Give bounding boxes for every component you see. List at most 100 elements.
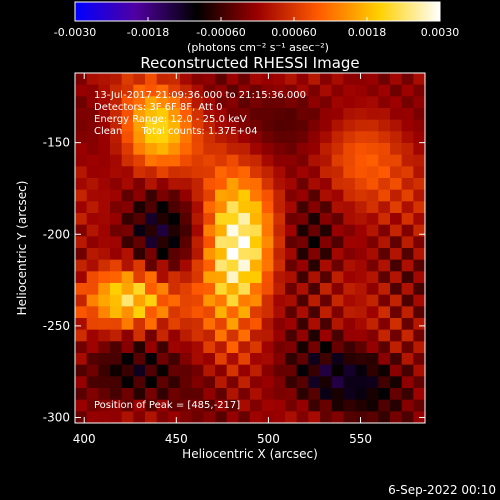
heatmap-cell: [226, 294, 239, 307]
heatmap-cell: [250, 341, 263, 354]
heatmap-cell: [191, 294, 204, 307]
heatmap-cell: [168, 353, 181, 366]
heatmap-cell: [296, 259, 309, 272]
heatmap-cell: [180, 376, 193, 389]
heatmap-cell: [75, 154, 88, 167]
x-axis: 400 450 500 550: [73, 73, 372, 446]
heatmap-cell: [413, 306, 426, 319]
heatmap-cell: [180, 341, 193, 354]
heatmap-cell: [320, 84, 333, 97]
heatmap-cell: [355, 318, 368, 331]
heatmap-cell: [238, 376, 251, 389]
heatmap-cell: [250, 166, 263, 179]
heatmap-cell: [401, 119, 414, 132]
heatmap-cell: [133, 353, 146, 366]
heatmap-cell: [145, 411, 158, 424]
heatmap-cell: [156, 178, 169, 191]
heatmap-cell: [366, 178, 379, 191]
heatmap-cell: [121, 213, 134, 226]
heatmap-cell: [285, 213, 298, 226]
heatmap-cell: [98, 119, 111, 132]
heatmap-cell: [413, 236, 426, 249]
heatmap-cell: [355, 108, 368, 121]
heatmap-cell: [320, 399, 333, 412]
colorbar-tick-label: -0.00060: [196, 26, 245, 39]
heatmap-cell: [296, 213, 309, 226]
heatmap-cell: [215, 224, 228, 237]
heatmap-cell: [203, 283, 216, 296]
heatmap-cell: [366, 341, 379, 354]
heatmap-cell: [145, 353, 158, 366]
heatmap-cell: [191, 376, 204, 389]
heatmap-cell: [98, 271, 111, 284]
heatmap-cell: [180, 166, 193, 179]
heatmap-cell: [378, 388, 391, 401]
heatmap-cell: [238, 236, 251, 249]
heatmap-cell: [343, 411, 356, 424]
heatmap-cell: [191, 108, 204, 121]
heatmap-cell: [238, 341, 251, 354]
heatmap-cell: [156, 259, 169, 272]
heatmap-cell: [121, 411, 134, 424]
heatmap-cell: [226, 178, 239, 191]
heatmap-cell: [296, 73, 309, 86]
heatmap-cell: [145, 236, 158, 249]
heatmap-cell: [75, 364, 88, 377]
heatmap-cell: [238, 189, 251, 202]
heatmap-cell: [308, 341, 321, 354]
heatmap-cell: [133, 96, 146, 109]
heatmap-cell: [273, 353, 286, 366]
heatmap-cell: [413, 84, 426, 97]
heatmap-cell: [75, 84, 88, 97]
heatmap-cell: [156, 143, 169, 156]
heatmap-cell: [343, 306, 356, 319]
heatmap-cell: [203, 411, 216, 424]
heatmap-cell: [331, 201, 344, 214]
heatmap-cell: [273, 306, 286, 319]
heatmap-cell: [366, 353, 379, 366]
heatmap-cell: [98, 84, 111, 97]
heatmap-cell: [401, 294, 414, 307]
heatmap-cell: [308, 73, 321, 86]
heatmap-cell: [285, 306, 298, 319]
heatmap-cell: [110, 411, 123, 424]
heatmap-cell: [226, 399, 239, 412]
heatmap-cell: [238, 73, 251, 86]
heatmap-cell: [401, 213, 414, 226]
heatmap-cell: [343, 84, 356, 97]
heatmap-cell: [355, 119, 368, 132]
heatmap-cell: [355, 341, 368, 354]
heatmap-cell: [180, 189, 193, 202]
heatmap-cell: [273, 376, 286, 389]
heatmap-cell: [191, 388, 204, 401]
heatmap-cell: [238, 131, 251, 144]
heatmap-cell: [320, 189, 333, 202]
heatmap-cell: [215, 166, 228, 179]
heatmap-cell: [390, 119, 403, 132]
heatmap-cell: [285, 329, 298, 342]
heatmap-cell: [285, 399, 298, 412]
heatmap-cell: [215, 329, 228, 342]
heatmap-cell: [133, 259, 146, 272]
heatmap-cell: [238, 318, 251, 331]
heatmap-cell: [110, 388, 123, 401]
heatmap-cell: [168, 143, 181, 156]
heatmap-cell: [285, 259, 298, 272]
heatmap-cell: [378, 131, 391, 144]
heatmap-cell: [133, 399, 146, 412]
heatmap-cell: [401, 154, 414, 167]
heatmap-cell: [343, 178, 356, 191]
heatmap-cell: [331, 283, 344, 296]
heatmap-cell: [320, 341, 333, 354]
heatmap-cell: [378, 376, 391, 389]
heatmap-cell: [215, 154, 228, 167]
heatmap-cell: [308, 259, 321, 272]
heatmap-cell: [98, 329, 111, 342]
heatmap-cell: [145, 178, 158, 191]
heatmap-cell: [320, 283, 333, 296]
heatmap-cell: [168, 73, 181, 86]
heatmap-cell: [156, 388, 169, 401]
heatmap-cell: [366, 73, 379, 86]
heatmap-cell: [110, 283, 123, 296]
heatmap-cell: [378, 213, 391, 226]
